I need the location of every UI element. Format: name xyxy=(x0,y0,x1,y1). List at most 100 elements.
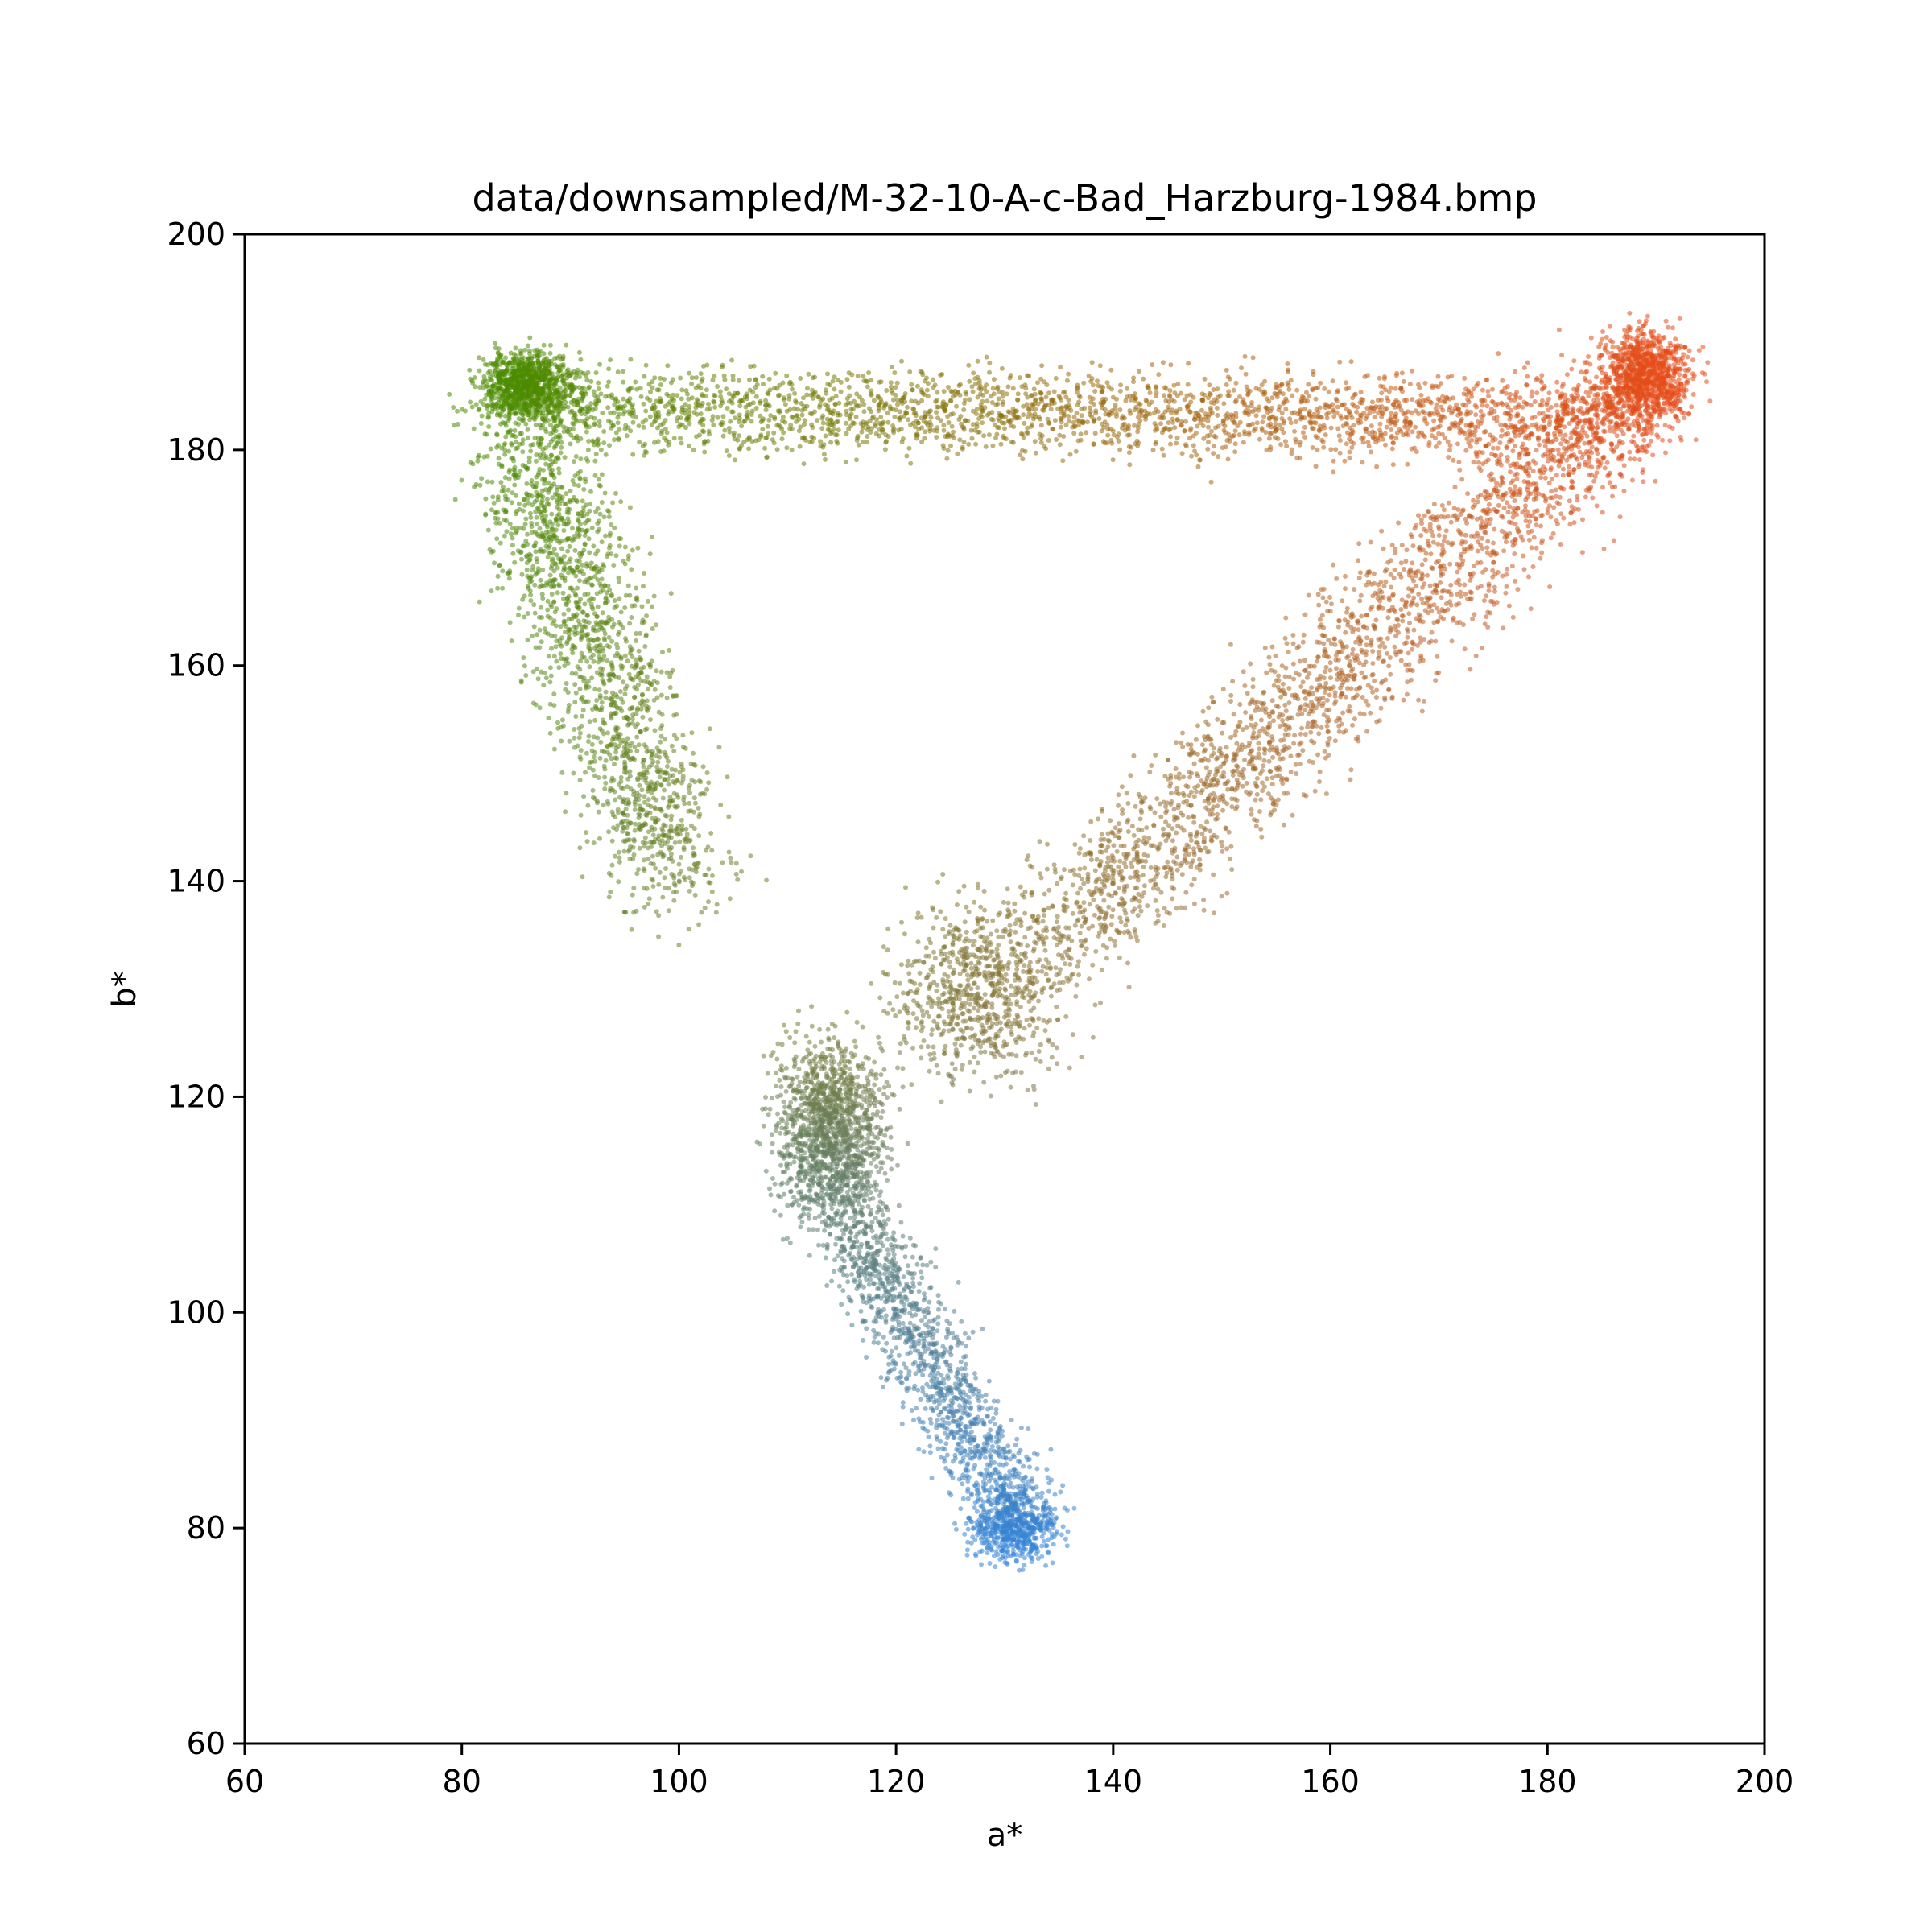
scatter-point xyxy=(588,378,594,384)
scatter-point xyxy=(1156,372,1162,378)
scatter-point xyxy=(1117,858,1123,864)
scatter-point xyxy=(982,405,988,411)
scatter-point xyxy=(1063,404,1069,410)
scatter-point xyxy=(1368,449,1374,455)
scatter-point xyxy=(869,415,875,421)
scatter-point xyxy=(760,374,766,379)
scatter-point xyxy=(730,377,736,382)
scatter-point xyxy=(473,384,477,390)
scatter-point xyxy=(886,419,891,425)
scatter-point xyxy=(588,401,594,407)
scatter-point xyxy=(918,369,923,374)
scatter-point xyxy=(1081,833,1087,839)
scatter-point xyxy=(967,378,972,384)
scatter-point xyxy=(1033,450,1038,456)
scatter-point xyxy=(1253,386,1259,391)
scatter-point xyxy=(750,400,756,406)
scatter-point xyxy=(1436,526,1442,532)
scatter-point xyxy=(779,436,785,442)
scatter-point xyxy=(912,424,918,430)
scatter-point xyxy=(1610,345,1616,350)
scatter-point xyxy=(641,401,646,407)
scatter-point xyxy=(1483,429,1488,434)
scatter-point xyxy=(913,411,919,416)
scatter-point xyxy=(585,447,591,452)
scatter-point xyxy=(1361,410,1367,415)
scatter-point xyxy=(679,396,684,402)
scatter-point xyxy=(1042,379,1047,385)
scatter-point xyxy=(666,401,671,407)
scatter-point xyxy=(651,419,657,424)
scatter-point xyxy=(1435,374,1441,379)
scatter-point xyxy=(969,436,975,441)
scatter-point xyxy=(1630,336,1636,342)
scatter-point xyxy=(597,419,602,424)
scatter-point xyxy=(556,392,562,398)
scatter-point xyxy=(1298,399,1304,405)
scatter-point xyxy=(1447,404,1453,410)
scatter-point xyxy=(1315,752,1321,758)
scatter-point xyxy=(1013,415,1018,421)
scatter-point xyxy=(878,415,884,420)
scatter-point xyxy=(1653,402,1659,407)
scatter-point xyxy=(1256,407,1261,413)
scatter-point xyxy=(784,373,790,378)
scatter-point xyxy=(1066,414,1071,419)
scatter-point xyxy=(1168,441,1173,447)
scatter-point xyxy=(1534,422,1539,427)
scatter-point xyxy=(1231,387,1236,393)
scatter-point xyxy=(593,370,599,375)
scatter-point xyxy=(1110,907,1116,913)
scatter-point xyxy=(999,414,1005,419)
scatter-point xyxy=(1546,390,1552,396)
scatter-point xyxy=(1030,393,1035,398)
scatter-point xyxy=(1088,409,1093,415)
scatter-point xyxy=(1531,535,1537,540)
scatter-point xyxy=(1182,428,1187,434)
scatter-point xyxy=(710,378,716,383)
scatter-point xyxy=(949,423,955,429)
scatter-point xyxy=(837,412,843,418)
scatter-point xyxy=(1167,426,1173,431)
scatter-point xyxy=(1435,409,1440,415)
scatter-point xyxy=(496,346,502,352)
scatter-point xyxy=(1109,386,1114,392)
scatter-point xyxy=(1392,644,1397,650)
scatter-point xyxy=(1018,452,1023,458)
scatter-point xyxy=(876,405,881,411)
scatter-point xyxy=(1685,368,1690,374)
scatter-point xyxy=(1480,402,1485,408)
scatter-point xyxy=(990,386,996,391)
scatter-point xyxy=(1286,367,1291,373)
scatter-point xyxy=(998,441,1004,447)
scatter-point xyxy=(608,357,613,363)
scatter-point xyxy=(1682,373,1688,378)
scatter-point xyxy=(762,445,768,451)
scatter-point xyxy=(1232,441,1238,447)
scatter-point xyxy=(1194,452,1199,458)
scatter-point xyxy=(934,410,939,415)
scatter-point xyxy=(1335,404,1340,410)
scatter-point xyxy=(914,432,920,438)
scatter-point xyxy=(1321,444,1327,450)
scatter-point xyxy=(1382,374,1387,379)
scatter-point xyxy=(528,365,534,370)
scatter-point xyxy=(910,387,915,393)
scatter-point xyxy=(766,376,772,382)
scatter-point xyxy=(987,360,993,365)
scatter-point xyxy=(971,370,976,376)
scatter-point xyxy=(1274,426,1280,431)
scatter-point xyxy=(678,375,683,381)
scatter-point xyxy=(1222,423,1228,429)
scatter-point xyxy=(1316,602,1322,608)
scatter-point xyxy=(1492,526,1497,532)
scatter-point xyxy=(1600,336,1605,342)
scatter-point xyxy=(1433,436,1438,441)
scatter-point xyxy=(1565,439,1571,444)
scatter-point xyxy=(1462,646,1468,652)
scatter-point xyxy=(1170,826,1175,832)
scatter-point xyxy=(1031,416,1036,422)
scatter-point xyxy=(1646,374,1652,380)
scatter-point xyxy=(557,368,563,374)
scatter-point xyxy=(1300,639,1306,645)
